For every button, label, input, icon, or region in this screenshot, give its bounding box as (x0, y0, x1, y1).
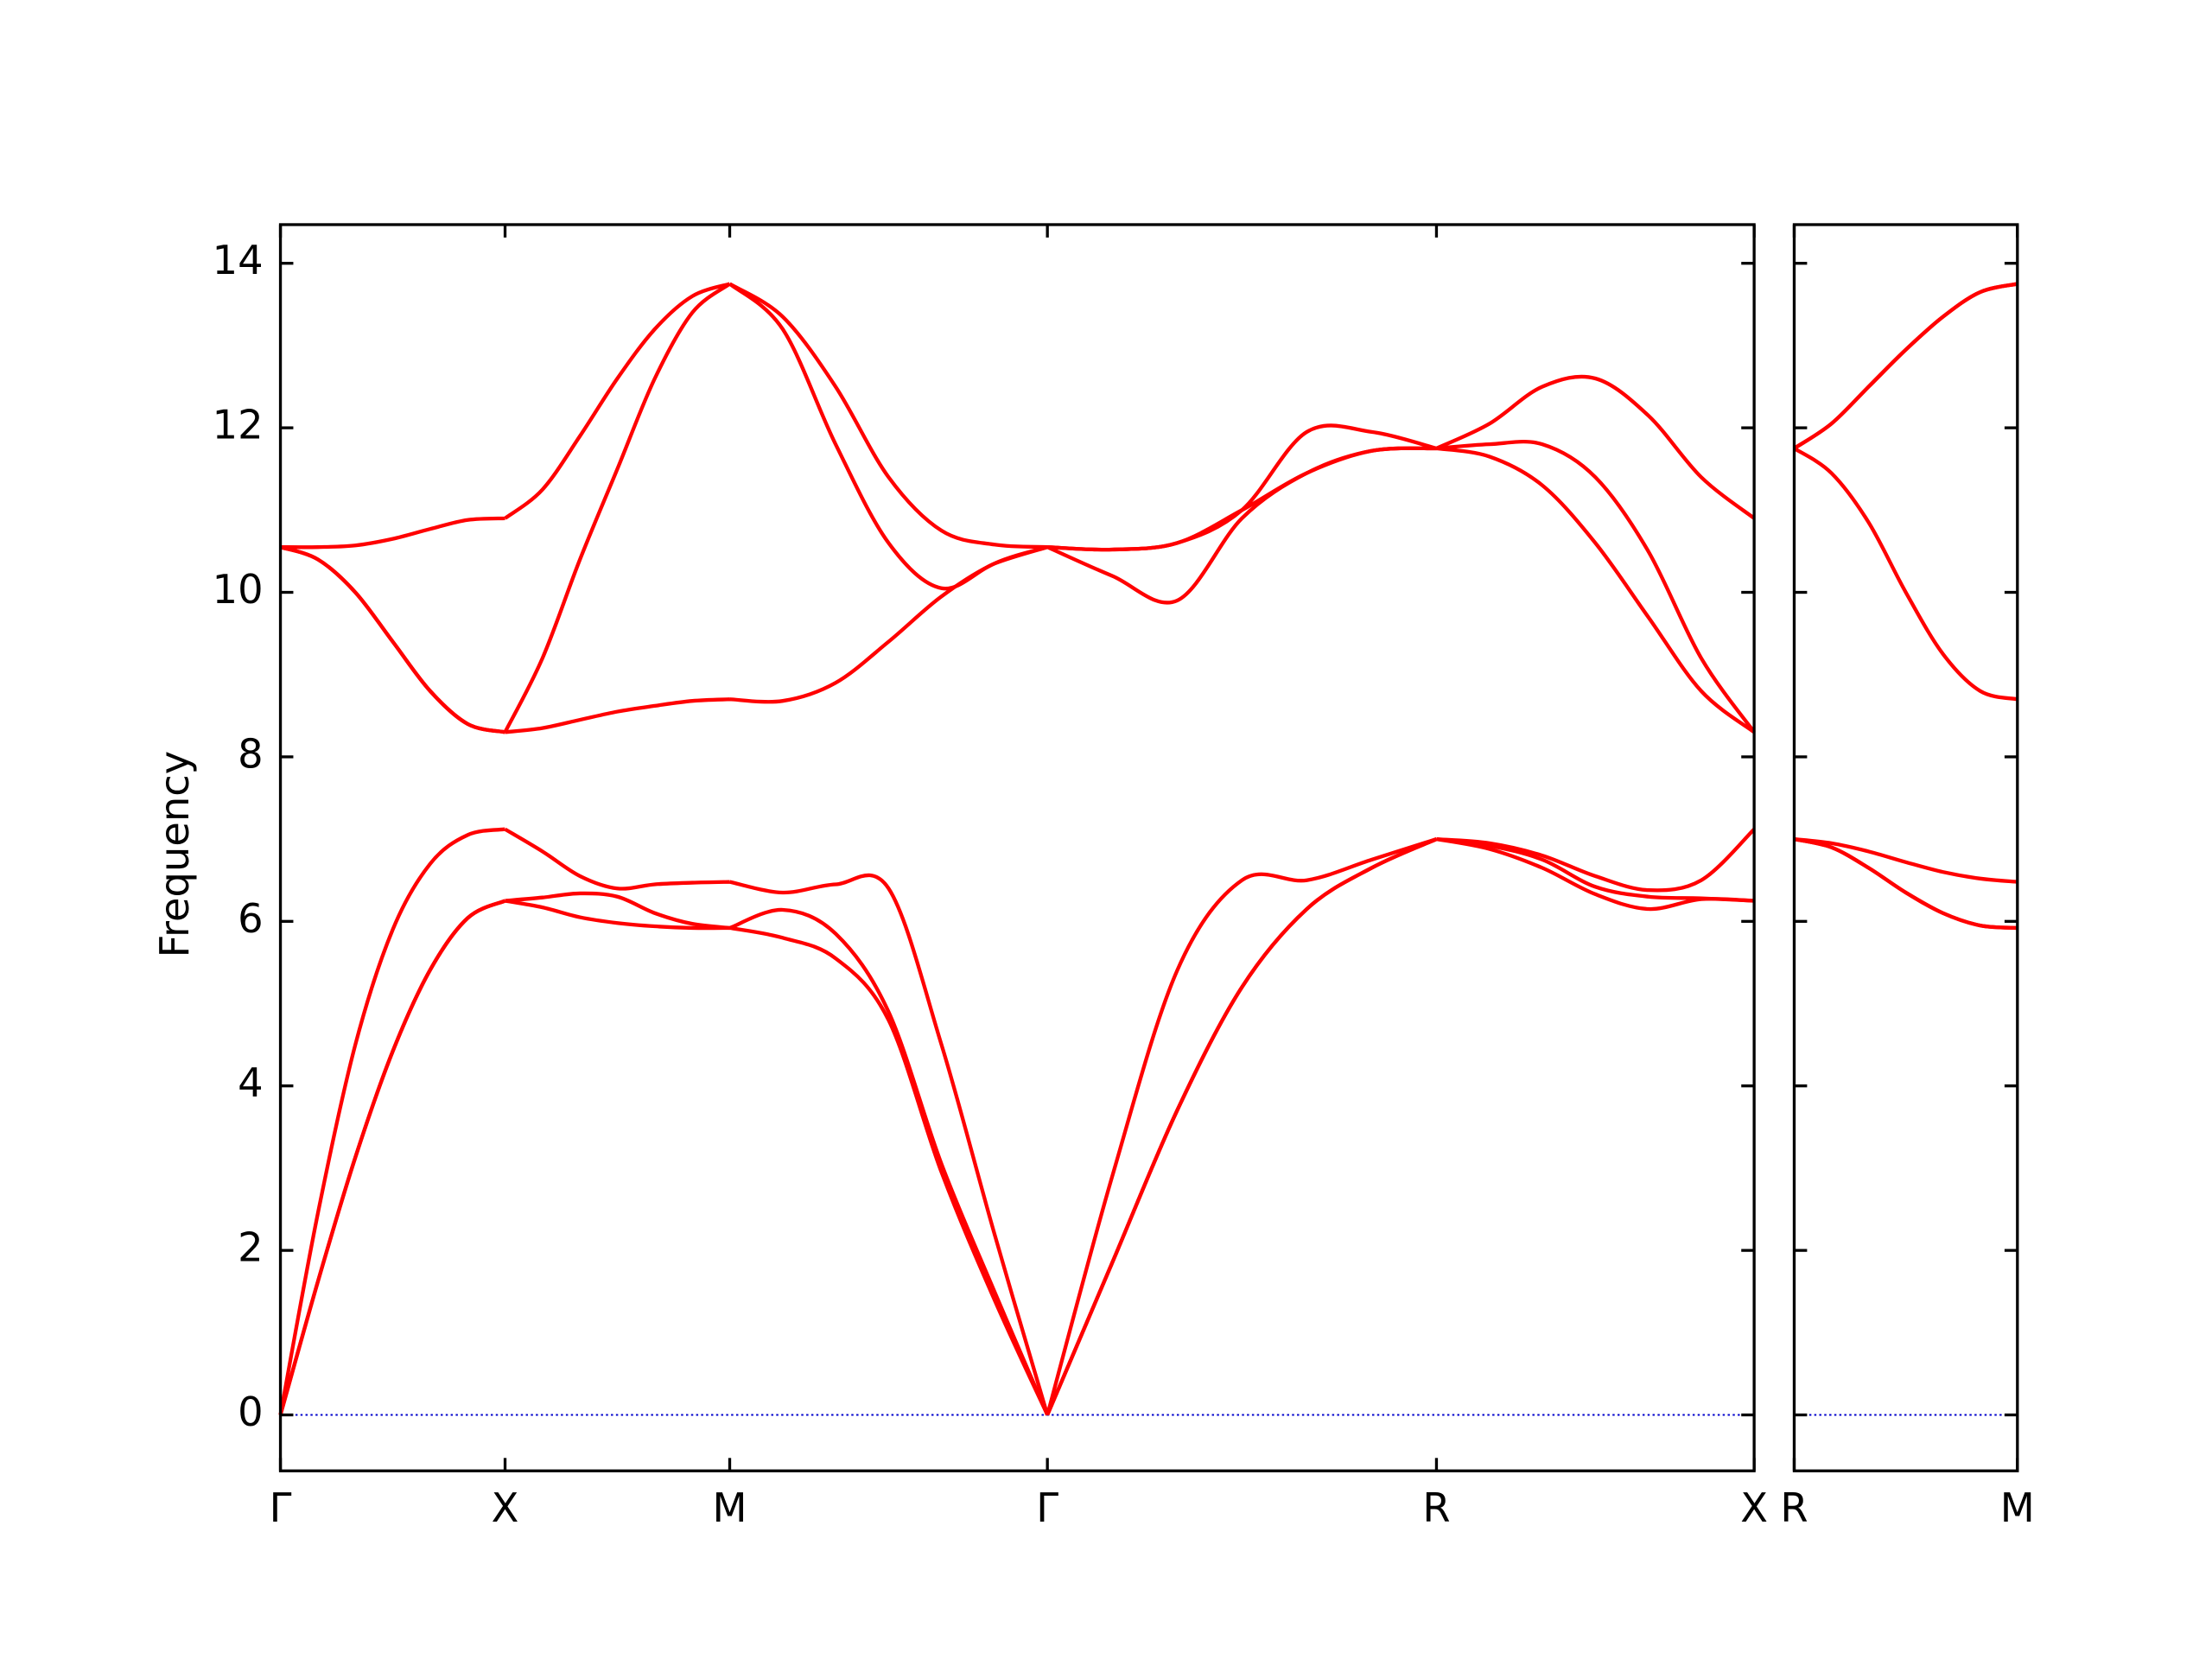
band-line (278, 836, 1755, 1416)
band-line (278, 827, 1756, 1416)
y-tick-label: 12 (213, 402, 264, 448)
y-tick-label: 6 (238, 895, 264, 942)
y-tick-label: 2 (238, 1224, 264, 1271)
x-tick-label: Γ (270, 1484, 292, 1531)
band-line (279, 446, 1756, 734)
plot-frame (278, 223, 1756, 1472)
band-line (1793, 447, 2018, 702)
y-tick-label: 10 (213, 566, 264, 613)
band-line (1794, 837, 2018, 931)
x-tick-label: Γ (1036, 1484, 1058, 1531)
y-tick-label: 0 (238, 1389, 264, 1435)
y-axis-label: Frequency (151, 751, 198, 958)
plot-frame (1792, 223, 2019, 1472)
y-tick-label: 14 (213, 237, 264, 283)
x-tick-label: X (1740, 1484, 1768, 1531)
band-line (280, 282, 1756, 552)
x-tick-label: R (1780, 1484, 1808, 1531)
band-line (1794, 836, 2018, 884)
band-line (278, 836, 1755, 1416)
band-line (1793, 282, 2018, 450)
y-tick-label: 4 (238, 1059, 264, 1106)
band-line (279, 282, 1756, 734)
y-tick-label: 8 (238, 730, 264, 777)
band-line (1793, 282, 2018, 450)
x-tick-label: M (713, 1484, 747, 1531)
x-tick-label: R (1422, 1484, 1450, 1531)
band-line (1794, 837, 2018, 931)
x-tick-label: M (2000, 1484, 2035, 1531)
x-tick-label: X (492, 1484, 519, 1531)
